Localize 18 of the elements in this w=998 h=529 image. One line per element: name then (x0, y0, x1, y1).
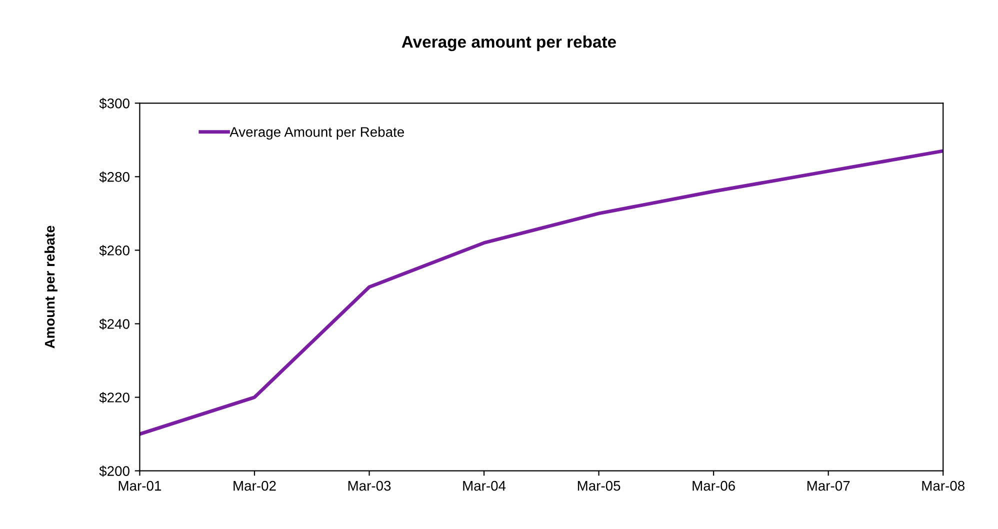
x-tick-label: Mar-05 (578, 480, 620, 491)
x-tick-label: Mar-01 (118, 480, 162, 491)
x-tick-label: Mar-02 (234, 480, 276, 491)
y-tick-label: $260 (99, 244, 130, 256)
y-tick-label: $220 (99, 392, 130, 404)
x-tick-label: Mar-03 (348, 480, 391, 491)
y-tick-label: $200 (99, 466, 130, 477)
chart-title: Average amount per rebate (402, 36, 616, 52)
legend-label: Average Amount per Rebate (230, 126, 404, 140)
x-tick-label: Mar-08 (922, 480, 965, 491)
y-tick-label: $300 (99, 98, 130, 110)
y-tick-label: $240 (99, 318, 130, 330)
x-tick-label: Mar-06 (692, 480, 735, 491)
x-tick-label: Mar-04 (463, 480, 506, 491)
y-axis-title: Amount per rebate (44, 226, 58, 348)
line-series (140, 149, 944, 436)
y-tick-label: $280 (99, 171, 130, 183)
x-tick-label: Mar-07 (807, 480, 850, 491)
